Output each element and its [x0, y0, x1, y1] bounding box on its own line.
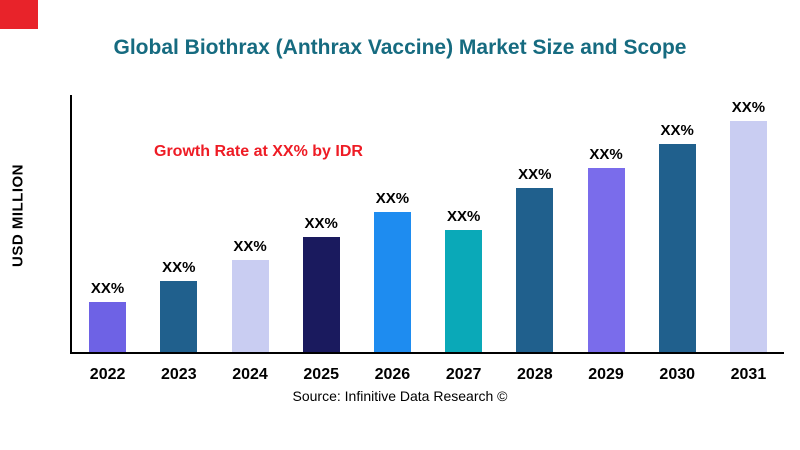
bar-column-2024: XX% 2024: [214, 95, 285, 383]
x-tick-label: 2022: [89, 366, 126, 383]
source-caption: Source: Infinitive Data Research ©: [292, 388, 508, 404]
bar: [729, 121, 767, 352]
bar: [516, 188, 554, 352]
bar-value-label: XX%: [731, 99, 766, 116]
bar: [445, 230, 483, 352]
bar-value-label: XX%: [589, 146, 623, 163]
bar-column-2028: XX% 2028: [499, 95, 570, 383]
bar-column-2026: XX% 2026: [357, 95, 428, 383]
bar: [658, 144, 696, 352]
bar-value-label: XX%: [446, 208, 481, 225]
bar-column-2023: XX% 2023: [143, 95, 214, 383]
bar: [587, 168, 625, 352]
bar-column-2030: XX% 2030: [642, 95, 713, 383]
plot-area: Growth Rate at XX% by IDR XX% 2022 XX% 2023…: [70, 95, 784, 383]
x-tick-label: 2028: [517, 366, 553, 383]
bar: [231, 260, 269, 352]
bar-value-label: XX%: [162, 259, 196, 276]
x-tick-label: 2027: [445, 366, 482, 383]
x-tick-label: 2031: [730, 366, 767, 383]
bar-value-label: XX%: [304, 215, 338, 232]
x-tick-label: 2023: [161, 366, 197, 383]
x-tick-label: 2024: [232, 366, 268, 383]
bar: [302, 237, 340, 352]
bar: [160, 281, 198, 352]
chart-title: Global Biothrax (Anthrax Vaccine) Market…: [113, 36, 687, 59]
bar: [89, 302, 127, 352]
x-tick-label: 2025: [303, 366, 339, 383]
bar: [373, 212, 411, 352]
growth-rate-annotation: Growth Rate at XX% by IDR: [154, 143, 363, 160]
bar-value-label: XX%: [375, 190, 410, 207]
bar-column-2031: XX% 2031: [713, 95, 784, 383]
bar-value-label: XX%: [233, 238, 267, 255]
x-tick-label: 2026: [374, 366, 411, 383]
x-tick-label: 2029: [588, 366, 624, 383]
bars: XX% 2022 XX% 2023 XX% 2024 XX% 2025 XX% 2026 XX% 20…: [72, 95, 784, 383]
bar-value-label: XX%: [660, 122, 694, 139]
bar-column-2029: XX% 2029: [570, 95, 641, 383]
bar-value-label: XX%: [518, 166, 552, 183]
bar-value-label: XX%: [90, 280, 125, 297]
brand-corner-mark: [0, 0, 38, 29]
bar-column-2025: XX% 2025: [286, 95, 357, 383]
bar-column-2027: XX% 2027: [428, 95, 499, 383]
x-tick-label: 2030: [659, 366, 696, 383]
bar-column-2022: XX% 2022: [72, 95, 143, 383]
y-axis-label: USD MILLION: [9, 164, 27, 267]
